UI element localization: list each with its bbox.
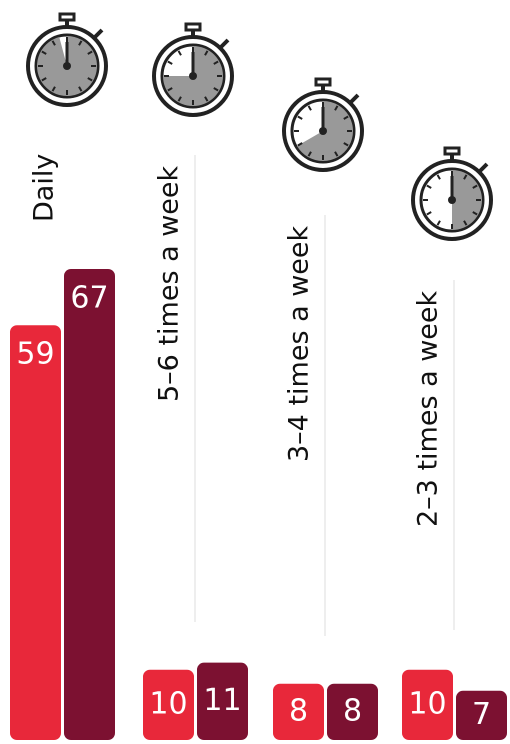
icon-tick — [334, 105, 339, 111]
icon-tick — [177, 96, 182, 102]
icon-tick — [307, 105, 312, 111]
bar — [10, 325, 61, 740]
value-label: 8 — [343, 693, 362, 728]
icon-tick — [51, 86, 56, 92]
value-label: 8 — [289, 693, 308, 728]
icon-tick — [78, 40, 83, 46]
category-label: 3–4 times a week — [284, 225, 315, 462]
bar — [456, 690, 507, 740]
icon-pin — [63, 62, 71, 70]
icon-tick — [343, 142, 349, 147]
value-label: 59 — [16, 337, 54, 372]
stopwatch-icon — [411, 146, 493, 241]
icon-tick — [343, 115, 349, 120]
icon-tick — [297, 115, 303, 120]
icon-tick — [204, 50, 209, 56]
stopwatch-icon — [282, 77, 364, 172]
icon-pin — [189, 72, 197, 80]
icon-tick — [51, 40, 56, 46]
icon-tick — [463, 174, 468, 180]
icon-tick — [167, 87, 173, 92]
icon-tick — [436, 220, 441, 226]
icon-tick — [472, 184, 478, 189]
icon-tick — [213, 87, 219, 92]
icon-tick — [177, 50, 182, 56]
icon-tick — [307, 151, 312, 157]
bar — [197, 662, 248, 740]
stopwatch-icon — [26, 12, 108, 107]
icon-tick — [436, 174, 441, 180]
icon-crown — [314, 77, 332, 87]
value-label: 10 — [149, 686, 187, 721]
icon-pin — [319, 127, 327, 135]
category-label: 2–3 times a week — [413, 290, 444, 527]
value-label: 11 — [203, 683, 241, 718]
icon-crown — [184, 22, 202, 32]
icon-tick — [41, 77, 47, 82]
icon-tick — [426, 184, 432, 189]
category-label: 5–6 times a week — [154, 165, 185, 402]
stopwatch-icon — [152, 22, 234, 117]
icon-tick — [426, 211, 432, 216]
icon-crown — [443, 146, 461, 156]
bar — [143, 669, 194, 740]
icon-tick — [463, 220, 468, 226]
icon-sector — [452, 170, 482, 230]
value-label: 10 — [408, 686, 446, 721]
value-label: 67 — [70, 280, 108, 315]
bar — [273, 683, 324, 740]
value-label: 7 — [472, 697, 491, 732]
icon-tick — [204, 96, 209, 102]
icon-tick — [87, 77, 93, 82]
icon-tick — [87, 50, 93, 55]
icon-tick — [334, 151, 339, 157]
icon-pin — [448, 196, 456, 204]
bar — [64, 268, 115, 740]
icon-tick — [297, 142, 303, 147]
bar — [402, 669, 453, 740]
icon-tick — [472, 211, 478, 216]
icon-tick — [213, 60, 219, 65]
icon-tick — [41, 50, 47, 55]
bar — [327, 683, 378, 740]
icons — [26, 12, 493, 241]
icon-tick — [167, 60, 173, 65]
icon-tick — [78, 86, 83, 92]
category-label: Daily — [29, 154, 60, 222]
icon-crown — [58, 12, 76, 22]
